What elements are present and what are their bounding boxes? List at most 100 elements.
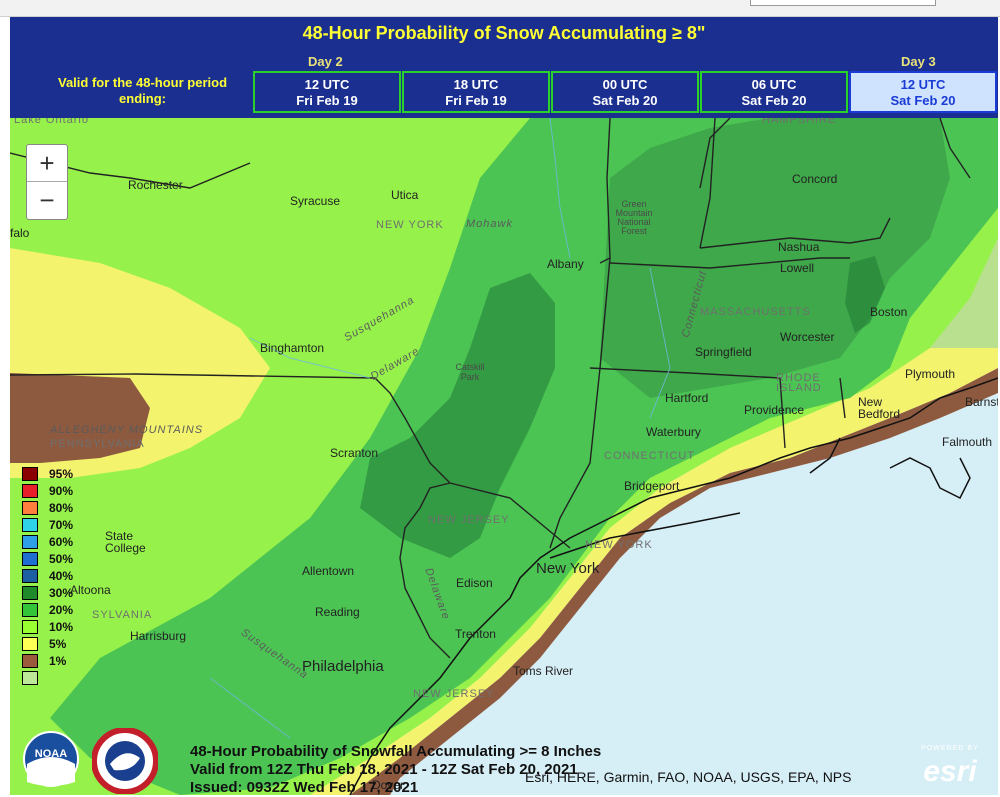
label-new-jersey-1: NEW JERSEY xyxy=(428,514,510,526)
label-new-york-city-state: NEW YORK xyxy=(585,539,653,551)
label-new-hampshire: HAMPSHIRE xyxy=(762,118,837,126)
band-40pct-boston xyxy=(845,256,885,333)
label-providence: Providence xyxy=(744,403,805,417)
label-utica: Utica xyxy=(391,188,419,202)
label-trenton: Trenton xyxy=(455,627,496,641)
label-massachusetts: MASSACHUSETTS xyxy=(700,306,811,318)
label-boston: Boston xyxy=(870,305,908,319)
label-hartford: Hartford xyxy=(665,391,709,405)
label-concord: Concord xyxy=(792,172,838,186)
label-rhode-island: RHODE ISLAND xyxy=(776,372,822,394)
legend-swatch xyxy=(22,603,38,617)
legend-row-90: 90% xyxy=(22,482,86,499)
top-toolbar-strip xyxy=(0,0,1000,17)
legend-row-70: 70% xyxy=(22,516,86,533)
label-philadelphia: Philadelphia xyxy=(302,658,384,675)
label-catskill-park: Catskill Park xyxy=(455,362,485,382)
label-new-bedford: New Bedford xyxy=(858,395,901,421)
label-dover: Dover xyxy=(372,778,405,792)
label-plymouth: Plymouth xyxy=(905,367,956,381)
map-attribution: Esri, HERE, Garmin, FAO, NOAA, USGS, EPA… xyxy=(525,769,852,785)
label-bridgeport: Bridgeport xyxy=(624,479,680,493)
legend-swatch xyxy=(22,671,38,685)
legend-row-50: 50% xyxy=(22,550,86,567)
label-sylvania: SYLVANIA xyxy=(92,609,153,621)
noaa-logo-icon: NOAA xyxy=(23,731,79,787)
map-title: 48-Hour Probability of Snow Accumulating… xyxy=(302,23,706,43)
map-footer-caption: 48-Hour Probability of Snowfall Accumula… xyxy=(190,743,601,797)
legend-row-1: 1% xyxy=(22,652,86,669)
legend-label: 90% xyxy=(49,484,74,498)
band-1pct-west xyxy=(10,373,150,463)
legend-label: 1% xyxy=(49,654,67,668)
tab-date: Fri Feb 19 xyxy=(296,93,358,108)
map-canvas[interactable]: Lake Ontario Rochester falo Syracuse Uti… xyxy=(10,118,998,795)
toolbar-control[interactable] xyxy=(750,0,936,6)
legend-label: 10% xyxy=(49,620,74,634)
legend-swatch xyxy=(22,586,38,600)
svg-text:NOAA: NOAA xyxy=(35,748,67,760)
legend-row-95: 95% xyxy=(22,465,86,482)
label-altoona: Altoona xyxy=(70,583,111,597)
time-tab-3[interactable]: 00 UTC Sat Feb 20 xyxy=(551,71,699,113)
coastline xyxy=(349,377,998,795)
legend-label: 70% xyxy=(49,518,74,532)
time-tab-5-active[interactable]: 12 UTC Sat Feb 20 xyxy=(849,71,997,113)
legend-swatch xyxy=(22,569,38,583)
label-reading: Reading xyxy=(315,605,360,619)
legend-label: 95% xyxy=(49,467,74,481)
legend-swatch xyxy=(22,484,38,498)
footer-line-valid: Valid from 12Z Thu Feb 18, 2021 - 12Z Sa… xyxy=(190,761,578,778)
label-state-college: State College xyxy=(105,529,146,555)
time-tab-2[interactable]: 18 UTC Fri Feb 19 xyxy=(402,71,550,113)
label-falo: falo xyxy=(10,226,30,240)
label-pennsylvania: PENNSYLVANIA xyxy=(50,438,145,450)
label-falmouth: Falmouth xyxy=(942,435,993,449)
legend-label: 30% xyxy=(49,586,74,600)
footer-line-issued: Issued: 0932Z Wed Feb 17, 2021 xyxy=(190,779,419,796)
nws-logo-icon xyxy=(92,728,158,794)
tab-time: 18 UTC xyxy=(453,77,499,92)
legend-row-base xyxy=(22,669,86,686)
legend-label: 60% xyxy=(49,535,74,549)
legend-row-60: 60% xyxy=(22,533,86,550)
label-waterbury: Waterbury xyxy=(646,425,701,439)
label-syracuse: Syracuse xyxy=(290,194,341,208)
tab-time: 00 UTC xyxy=(602,77,648,92)
label-nashua: Nashua xyxy=(778,240,820,254)
map-viewer-frame: 48-Hour Probability of Snow Accumulating… xyxy=(10,17,998,797)
legend-swatch xyxy=(22,637,38,651)
label-binghamton: Binghamton xyxy=(260,341,325,355)
rivers xyxy=(209,118,671,739)
legend-label: 50% xyxy=(49,552,74,566)
label-connecticut-state: CONNECTICUT xyxy=(604,450,696,462)
tab-time: 12 UTC xyxy=(900,77,946,92)
zoom-in-button[interactable]: + xyxy=(39,148,55,178)
tab-date: Sat Feb 20 xyxy=(890,93,956,108)
label-toms-river: Toms River xyxy=(513,664,574,678)
footer-line-title: 48-Hour Probability of Snowfall Accumula… xyxy=(190,743,602,760)
legend-row-5: 5% xyxy=(22,635,86,652)
day-3-label: Day 3 xyxy=(901,54,936,69)
tab-date: Sat Feb 20 xyxy=(741,93,807,108)
band-1pct-coast xyxy=(350,368,998,795)
legend-label: 40% xyxy=(49,569,74,583)
legend-swatch xyxy=(22,535,38,549)
esri-powered-text: POWERED BY xyxy=(921,745,979,752)
legend-swatch xyxy=(22,552,38,566)
legend-swatch xyxy=(22,620,38,634)
legend-swatch xyxy=(22,467,38,481)
zoom-out-button[interactable]: − xyxy=(27,181,67,218)
time-tab-4[interactable]: 06 UTC Sat Feb 20 xyxy=(700,71,848,113)
legend-label: 20% xyxy=(49,603,74,617)
tab-date: Sat Feb 20 xyxy=(592,93,658,108)
state-borders xyxy=(10,118,971,659)
label-lake-ontario: Lake Ontario xyxy=(14,118,89,126)
label-allegheny-mountains: ALLEGHENY MOUNTAINS xyxy=(50,424,204,436)
label-harrisburg: Harrisburg xyxy=(130,629,187,643)
legend-row-40: 40% xyxy=(22,567,86,584)
label-springfield: Springfield xyxy=(695,345,752,359)
label-new-york-state: NEW YORK xyxy=(376,219,444,231)
time-tab-1[interactable]: 12 UTC Fri Feb 19 xyxy=(253,71,401,113)
label-worcester: Worcester xyxy=(780,330,835,344)
